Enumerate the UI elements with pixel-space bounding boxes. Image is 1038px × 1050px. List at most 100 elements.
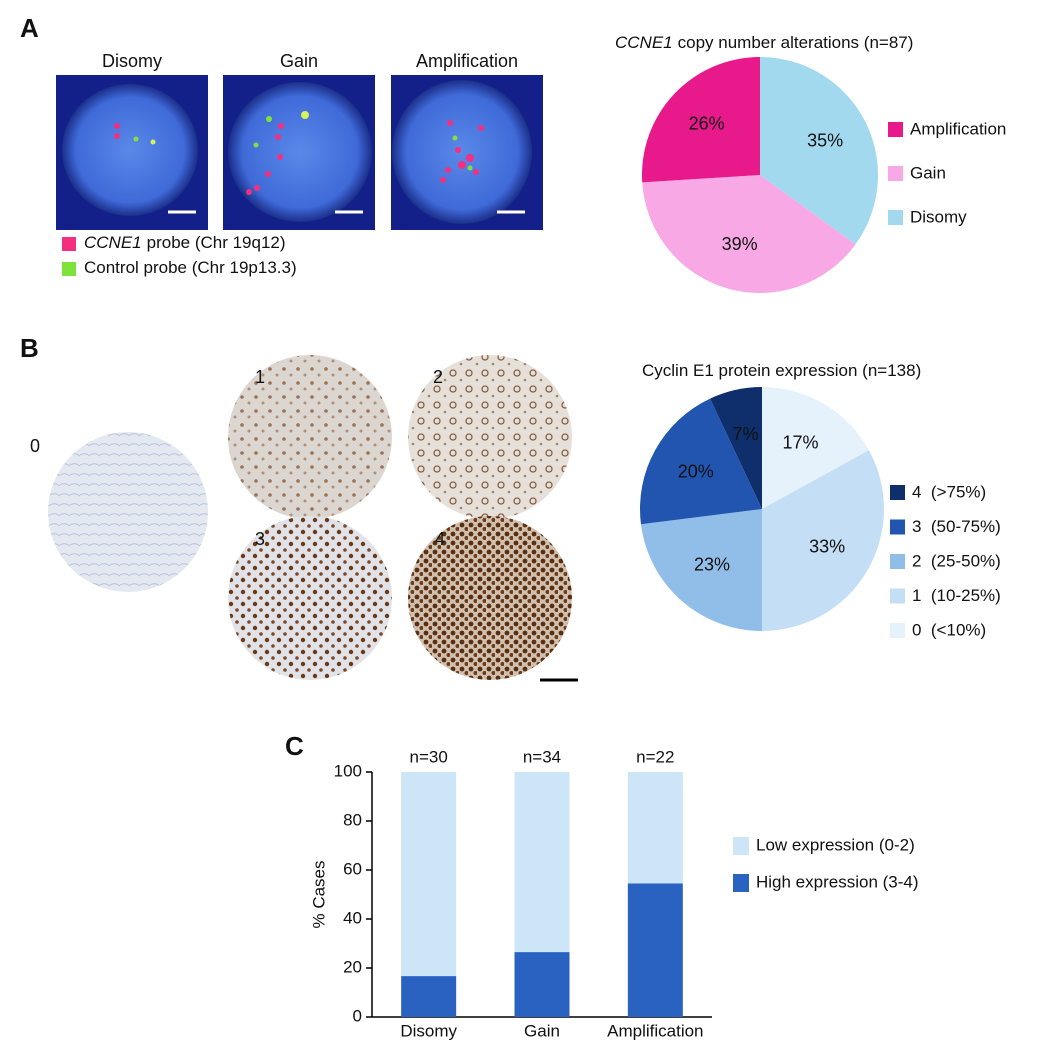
- legend-gene: CCNE1: [84, 233, 142, 252]
- score-label: 2: [433, 367, 443, 387]
- signal: [478, 125, 484, 131]
- legend-swatch: [62, 262, 76, 276]
- legend-label: CCNE1 probe (Chr 19q12): [84, 233, 286, 252]
- data-label: 26%: [689, 114, 725, 134]
- signal: [275, 134, 281, 140]
- data-label: 39%: [722, 234, 758, 254]
- pie-slice: [640, 509, 762, 631]
- y-tick-label: 20: [343, 957, 362, 976]
- legend-label: Low expression (0-2): [756, 835, 915, 854]
- tissue-core: [48, 432, 208, 592]
- pie-slice: [762, 387, 869, 509]
- pie-slice: [760, 57, 879, 245]
- tissue-core: [408, 355, 572, 519]
- bar: [627, 772, 683, 884]
- legend-swatch: [62, 237, 76, 251]
- signal: [466, 154, 474, 162]
- data-label: 23%: [694, 554, 730, 574]
- chart-title-text: copy number alterations (n=87): [678, 33, 914, 52]
- score-label: 0: [30, 436, 40, 456]
- signal: [246, 189, 252, 195]
- pie-slice: [642, 175, 856, 293]
- data-label: 17%: [782, 433, 818, 453]
- annotation: n=34: [523, 747, 561, 766]
- signal: [447, 120, 453, 126]
- annotation: n=22: [636, 747, 674, 766]
- signal: [277, 154, 283, 160]
- panel-label: C: [285, 731, 304, 761]
- legend-swatch: [733, 874, 749, 892]
- x-tick-label: Disomy: [400, 1021, 457, 1040]
- legend-label: High expression (3-4): [756, 872, 919, 891]
- legend-swatch: [890, 554, 905, 569]
- pie-slice: [640, 398, 762, 525]
- score-label: 3: [255, 529, 265, 549]
- y-tick-label: 40: [343, 908, 362, 927]
- signal: [452, 135, 458, 141]
- data-label: 20%: [678, 461, 714, 481]
- legend-swatch: [733, 837, 749, 855]
- y-axis-label: % Cases: [309, 860, 328, 928]
- score-label: 1: [255, 367, 265, 387]
- data-label: 33%: [809, 536, 845, 556]
- signal: [133, 136, 139, 142]
- tissue-core: [228, 355, 392, 519]
- bar: [514, 952, 570, 1017]
- legend-swatch: [890, 623, 905, 638]
- signal: [458, 161, 466, 169]
- signal: [473, 169, 479, 175]
- legend-label: Disomy: [910, 207, 967, 226]
- image-label: Amplification: [416, 51, 518, 71]
- legend-label: Control probe (Chr 19p13.3): [84, 258, 297, 277]
- legend-swatch: [890, 485, 905, 500]
- legend-text: Control probe (Chr 19p13.3): [84, 258, 297, 277]
- ihc-images: [48, 355, 578, 682]
- signal: [266, 116, 272, 122]
- signal: [301, 111, 309, 119]
- nucleus: [392, 80, 532, 224]
- nucleus: [228, 82, 372, 222]
- legend-label: 4 (>75%): [912, 482, 986, 501]
- y-tick-label: 60: [343, 859, 362, 878]
- panel-label: B: [20, 333, 39, 363]
- y-tick-label: 100: [334, 761, 362, 780]
- bar: [627, 883, 683, 1017]
- signal: [150, 139, 156, 145]
- annotation: n=30: [410, 747, 448, 766]
- bar: [401, 772, 457, 977]
- legend-label: 2 (25-50%): [912, 551, 1001, 570]
- signal: [254, 185, 260, 191]
- image-label: Disomy: [102, 51, 162, 71]
- nucleus: [62, 84, 198, 216]
- signal: [467, 165, 473, 171]
- data-label: 35%: [807, 131, 843, 151]
- legend-label: Amplification: [910, 119, 1006, 138]
- image-label: Gain: [280, 51, 318, 71]
- chart-title-text: Cyclin E1 protein expression (n=138): [642, 361, 921, 380]
- signal: [278, 123, 284, 129]
- signal: [445, 167, 451, 173]
- pie-slice: [762, 450, 884, 631]
- legend-label: 3 (50-75%): [912, 517, 1001, 536]
- signal: [114, 123, 120, 129]
- legend-text: probe (Chr 19q12): [147, 233, 286, 252]
- legend-label: Gain: [910, 163, 946, 182]
- tissue-core: [408, 516, 572, 680]
- pie-slice: [642, 57, 760, 183]
- chart-title: CCNE1 copy number alterations (n=87): [615, 33, 913, 52]
- legend-swatch: [888, 166, 903, 181]
- pie-slice: [710, 387, 762, 509]
- score-label: 4: [435, 529, 445, 549]
- chart-title: Cyclin E1 protein expression (n=138): [642, 361, 921, 380]
- signal: [440, 177, 446, 183]
- signal: [265, 171, 271, 177]
- legend-label: 1 (10-25%): [912, 586, 1001, 605]
- signal: [114, 133, 120, 139]
- legend-swatch: [890, 519, 905, 535]
- y-tick-label: 80: [343, 810, 362, 829]
- x-tick-label: Amplification: [607, 1021, 703, 1040]
- fish-images: [56, 75, 543, 230]
- x-tick-label: Gain: [524, 1021, 560, 1040]
- bar: [514, 772, 570, 953]
